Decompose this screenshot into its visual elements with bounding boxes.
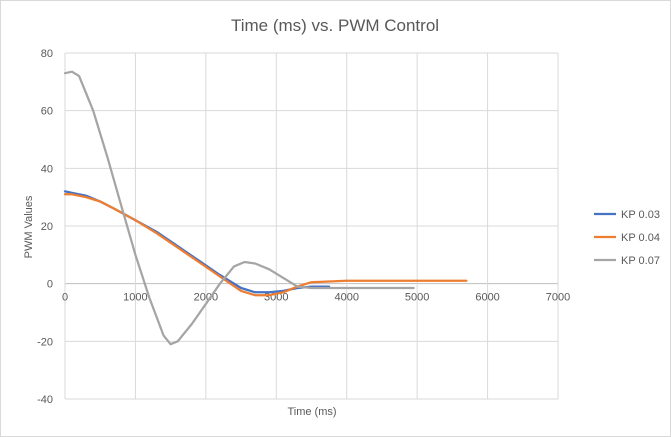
legend-label: KP 0.03	[621, 209, 660, 221]
y-tick-label: 80	[41, 48, 53, 60]
y-axis-title: PWM Values	[23, 195, 35, 258]
x-tick-label: 4000	[334, 292, 358, 304]
series-line-1	[63, 190, 331, 294]
y-tick-label: 40	[41, 163, 53, 175]
x-tick-label: 6000	[475, 292, 499, 304]
y-tick-label: -40	[37, 394, 53, 406]
gridlines	[64, 52, 559, 400]
series-line-2	[63, 193, 468, 297]
legend-label: KP 0.07	[621, 255, 660, 267]
y-tick-label: 60	[41, 106, 53, 118]
series-lines	[63, 70, 468, 346]
legend: KP 0.03 KP 0.04 KP 0.07	[594, 209, 660, 267]
legend-label: KP 0.04	[621, 232, 660, 244]
x-tick-label: 7000	[546, 292, 570, 304]
series-line-3	[63, 70, 415, 346]
y-tick-label: 20	[41, 221, 53, 233]
x-axis-title: Time (ms)	[287, 406, 336, 418]
chart-title: Time (ms) vs. PWM Control	[231, 16, 439, 35]
x-tick-label: 0	[62, 292, 68, 304]
y-tick-label: 0	[47, 279, 53, 291]
x-tick-label: 5000	[405, 292, 429, 304]
y-tick-label: -20	[37, 336, 53, 348]
x-tick-label: 1000	[123, 292, 147, 304]
